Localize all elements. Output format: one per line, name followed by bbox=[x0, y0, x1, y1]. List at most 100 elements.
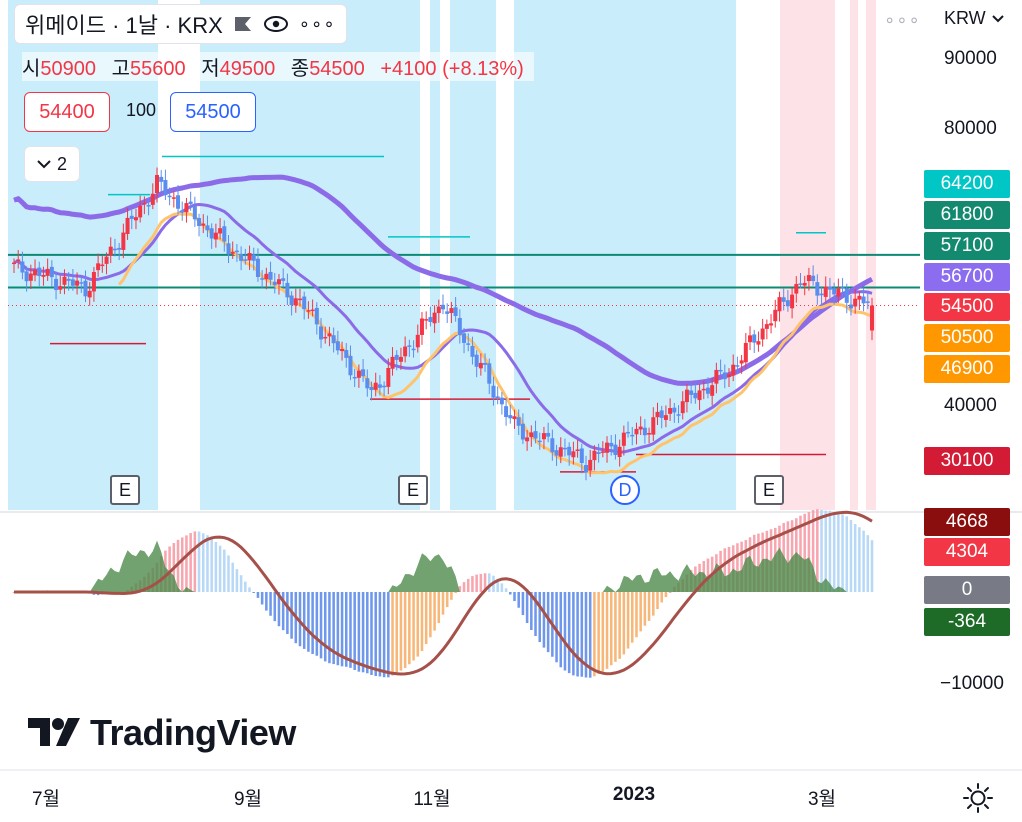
histogram-bar bbox=[454, 592, 457, 593]
eye-icon[interactable] bbox=[263, 15, 289, 33]
tradingview-logo[interactable]: TradingView bbox=[26, 712, 296, 754]
symbol-title-box[interactable]: 위메이드 · 1날 · KRX ∘∘∘ bbox=[14, 4, 347, 44]
candle-body bbox=[251, 254, 256, 261]
candle-body bbox=[802, 282, 807, 286]
histogram-bar bbox=[206, 535, 209, 592]
candle-body bbox=[432, 312, 437, 324]
histogram-bar bbox=[517, 592, 520, 608]
candle-body bbox=[226, 243, 231, 255]
candle-body bbox=[853, 298, 858, 307]
pane-more-icon[interactable]: ∘∘∘ bbox=[884, 10, 921, 30]
histogram-bar bbox=[567, 592, 571, 674]
candle-body bbox=[146, 205, 151, 207]
candle-body bbox=[335, 341, 340, 351]
candle-body bbox=[790, 294, 795, 309]
sell-button[interactable]: 54400 bbox=[24, 92, 110, 132]
candle-body bbox=[382, 385, 387, 388]
candle-body bbox=[70, 279, 75, 286]
histogram-bar bbox=[605, 592, 609, 669]
candle-body bbox=[79, 282, 84, 284]
candle-body bbox=[466, 343, 471, 345]
histogram-bar bbox=[429, 592, 432, 638]
order-quantity[interactable]: 100 bbox=[125, 100, 157, 120]
histogram-bar bbox=[180, 537, 184, 592]
histogram-bar bbox=[328, 592, 331, 664]
histogram-bar bbox=[302, 592, 306, 649]
candle-body bbox=[457, 317, 462, 336]
histogram-bar bbox=[223, 549, 226, 592]
histogram-bar bbox=[479, 573, 483, 592]
histogram-bar bbox=[845, 516, 849, 592]
earnings-event-marker[interactable]: E bbox=[398, 475, 428, 505]
candle-body bbox=[41, 274, 46, 277]
histogram-bar bbox=[597, 592, 600, 674]
candle-body bbox=[117, 247, 122, 250]
histogram-bar bbox=[277, 592, 281, 627]
price-tag: 57100 bbox=[924, 232, 1010, 260]
sun-icon[interactable] bbox=[962, 782, 994, 814]
candle-body bbox=[600, 451, 605, 453]
histogram-bar bbox=[858, 527, 861, 592]
histogram-bar bbox=[664, 592, 668, 598]
candle-body bbox=[361, 369, 366, 377]
more-options-icon[interactable]: ∘∘∘ bbox=[298, 13, 336, 34]
candle-body bbox=[121, 232, 126, 250]
buy-button[interactable]: 54500 bbox=[170, 92, 256, 132]
candle-body bbox=[155, 174, 159, 194]
candle-body bbox=[781, 297, 786, 302]
histogram-bar bbox=[441, 592, 445, 615]
histogram-bar bbox=[706, 558, 710, 592]
candle-body bbox=[411, 348, 416, 351]
earnings-event-marker[interactable]: E bbox=[754, 475, 784, 505]
candle-body bbox=[176, 195, 181, 209]
candle-body bbox=[596, 452, 601, 454]
indicators-collapse-button[interactable]: 2 bbox=[24, 146, 80, 182]
candle-body bbox=[815, 282, 820, 296]
histogram-bar bbox=[483, 573, 487, 592]
candle-body bbox=[171, 197, 176, 199]
oscillator-axis-label: −10000 bbox=[940, 673, 1004, 694]
histogram-bar bbox=[752, 534, 756, 592]
histogram-bar bbox=[807, 512, 811, 592]
histogram-bar bbox=[538, 592, 542, 643]
candle-body bbox=[424, 319, 429, 321]
histogram-bar bbox=[235, 569, 239, 592]
candle-body bbox=[327, 333, 332, 337]
histogram-bar bbox=[252, 592, 256, 593]
symbol-title[interactable]: 위메이드 · 1날 · KRX bbox=[25, 13, 223, 38]
histogram-bar bbox=[769, 529, 773, 592]
histogram-bar bbox=[820, 509, 823, 592]
candle-body bbox=[701, 388, 706, 391]
candle-body bbox=[684, 389, 689, 403]
candle-body bbox=[125, 217, 130, 234]
candle-body bbox=[91, 271, 96, 292]
dividend-event-marker[interactable]: D bbox=[610, 475, 640, 505]
candle-body bbox=[840, 287, 845, 289]
histogram-bar bbox=[227, 555, 230, 592]
candle-body bbox=[348, 355, 353, 376]
price-axis-label: 90000 bbox=[944, 48, 997, 70]
histogram-bar bbox=[168, 546, 171, 592]
candle-body bbox=[276, 279, 281, 285]
time-axis-label: 2023 bbox=[612, 784, 656, 805]
histogram-bar bbox=[466, 578, 470, 592]
close-label: 종 bbox=[290, 58, 310, 80]
currency-label: KRW bbox=[944, 8, 986, 28]
flag-icon[interactable] bbox=[233, 15, 253, 33]
earnings-event-marker[interactable]: E bbox=[110, 475, 140, 505]
histogram-bar bbox=[256, 592, 260, 598]
histogram-bar bbox=[185, 535, 188, 592]
histogram-bar bbox=[841, 514, 844, 592]
candle-body bbox=[213, 232, 218, 240]
candle-body bbox=[739, 360, 744, 364]
histogram-bar bbox=[374, 592, 377, 677]
candle-body bbox=[234, 250, 239, 253]
moving-average-short bbox=[117, 212, 873, 475]
candle-body bbox=[609, 442, 614, 447]
currency-selector[interactable]: KRW bbox=[944, 8, 1004, 29]
candle-body bbox=[167, 195, 172, 198]
candle-body bbox=[28, 273, 33, 281]
candle-body bbox=[205, 225, 210, 231]
histogram-bar bbox=[286, 592, 289, 634]
